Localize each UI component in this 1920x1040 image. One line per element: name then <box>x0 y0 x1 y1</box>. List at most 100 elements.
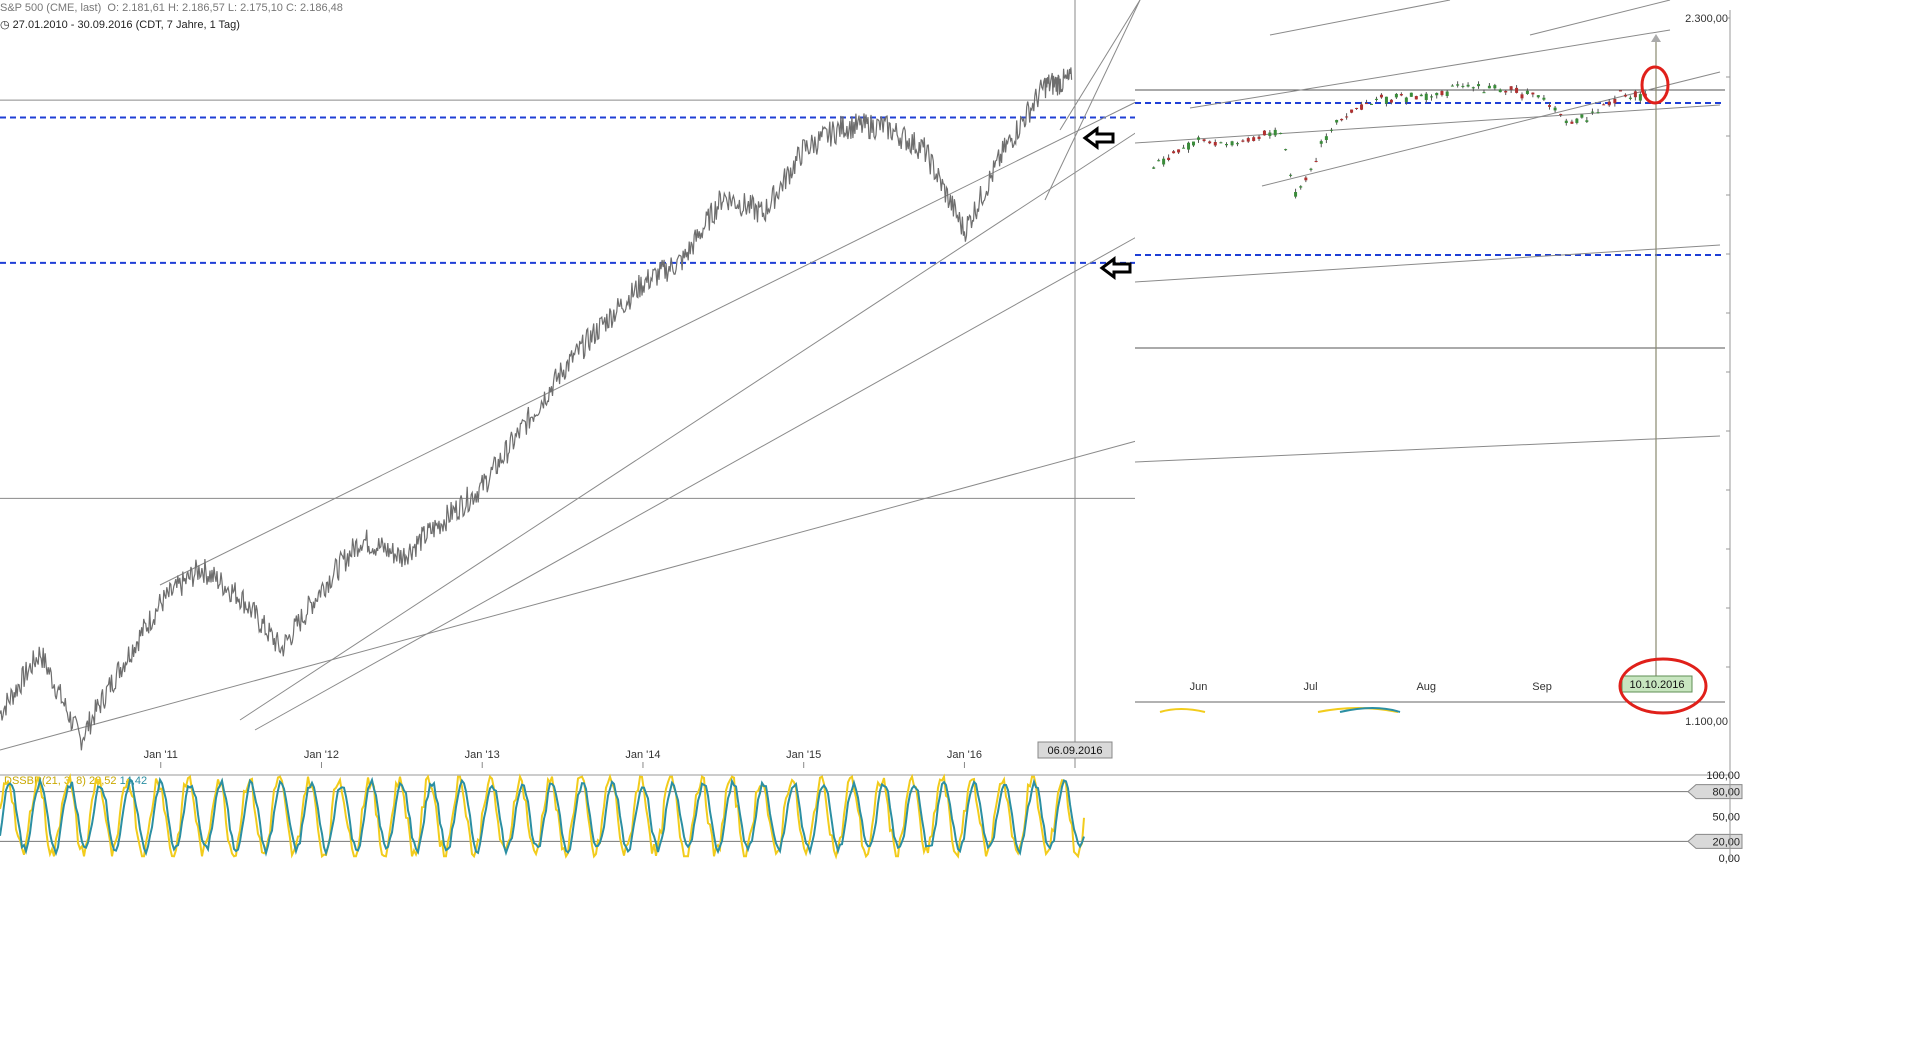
header-ohlc: S&P 500 (CME, last) O: 2.181,61 H: 2.186… <box>0 2 343 14</box>
inset-candle-body <box>1394 93 1398 98</box>
inset-candle-body <box>1246 138 1250 142</box>
inset-trendline-6 <box>1189 29 1671 109</box>
inset-candle-body <box>1319 141 1323 144</box>
inset-candle-body <box>1564 120 1568 124</box>
inset-trendline-0 <box>1134 104 1721 144</box>
inset-candle-body <box>1262 130 1266 136</box>
trendline-2 <box>254 234 1141 731</box>
inset-candle-body <box>1399 94 1403 96</box>
osc-y-tick-label: 80,00 <box>1712 787 1740 799</box>
inset-candle-body <box>1414 96 1418 100</box>
inset-candle-body <box>1531 92 1535 95</box>
inset-candle-body <box>1477 84 1481 87</box>
osc-y-tick-label: 100,00 <box>1706 770 1740 782</box>
main-chart-layer: 06.09.2016 <box>0 0 1141 768</box>
trendline-4 <box>1044 0 1141 201</box>
trendline-1 <box>239 129 1141 721</box>
inset-candle-body <box>1219 142 1223 144</box>
inset-candle-body <box>1602 104 1606 106</box>
inset-candle-body <box>1369 103 1373 105</box>
inset-candle-body <box>1273 129 1277 136</box>
inset-candle-body <box>1585 120 1589 122</box>
red-ellipse-annotation <box>1640 65 1670 105</box>
inset-x-tick-label: Jun <box>1190 681 1208 693</box>
inset-candle-body <box>1182 147 1186 149</box>
inset-candle-body <box>1230 141 1234 146</box>
osc-y-tick-label: 0,00 <box>1719 853 1740 865</box>
x-tick-label: Jan '12 <box>304 749 339 761</box>
crosshair-date: 06.09.2016 <box>1047 745 1102 757</box>
x-tick-label: Jan '11 <box>144 749 178 761</box>
inset-candle-body <box>1235 143 1239 145</box>
inset-candle-body <box>1542 97 1546 100</box>
inset-candle-body <box>1547 105 1551 107</box>
inset-candle-body <box>1607 101 1611 106</box>
trendline-3 <box>0 439 1141 751</box>
inset-candle-body <box>1177 149 1181 153</box>
inset-candle-body <box>1299 186 1303 188</box>
inset-candle-body <box>1623 94 1627 97</box>
axis-layer: Jan '11 Jan '12 Jan '13 Jan '14 Jan '15 Jan '… <box>144 10 1731 860</box>
inset-candle-body <box>1471 87 1475 89</box>
inset-candle-body <box>1515 87 1519 93</box>
inset-candle-body <box>1445 91 1449 96</box>
y-tick-label-top: 2.300,00 <box>1685 13 1728 25</box>
date-range: 27.01.2010 - 30.09.2016 (CDT, 7 Jahre, 1… <box>12 19 240 31</box>
inset-candle-body <box>1360 104 1364 110</box>
inset-candle-body <box>1618 90 1622 92</box>
end-marker-top-arrow <box>1651 34 1661 42</box>
clock-icon: ◷ <box>0 19 10 31</box>
inset-candle-body <box>1279 132 1283 134</box>
inset-candle-body <box>1525 90 1529 94</box>
osc-y-tick-label: 50,00 <box>1712 812 1740 824</box>
inset-candle-body <box>1350 109 1354 113</box>
inset-candle-body <box>1252 137 1256 141</box>
black-left-arrow-icon <box>1099 256 1132 280</box>
inset-candle-body <box>1553 107 1557 111</box>
inset-candle-body <box>1493 85 1497 89</box>
x-tick-label: Jan '13 <box>465 749 500 761</box>
inset-candle-body <box>1268 132 1272 136</box>
y-tick-label-bottom: 1.100,00 <box>1685 716 1728 728</box>
inset-candle-body <box>1389 99 1393 103</box>
crosshair-date-box <box>1037 741 1113 759</box>
inset-candle-body <box>1628 97 1632 99</box>
osc-line-yellow <box>0 773 1085 860</box>
osc-level-box <box>1687 784 1743 800</box>
inset-candle-body <box>1536 95 1540 98</box>
price-line <box>0 67 1073 751</box>
inset-trendline-2 <box>1134 435 1721 463</box>
inset-candle-body <box>1289 174 1293 176</box>
inset-candle-body <box>1482 92 1486 94</box>
instrument-name: S&P 500 (CME, last) <box>0 2 102 14</box>
inset-candle-body <box>1224 143 1228 146</box>
inset-candle-body <box>1429 96 1433 98</box>
header-range: ◷ 27.01.2010 - 30.09.2016 (CDT, 7 Jahre,… <box>0 18 240 31</box>
oscillator-layer: 100,00 80,00 50,00 20,00 0,00 <box>0 770 1743 865</box>
inset-candle-body <box>1613 98 1617 104</box>
inset-candle-body <box>1404 97 1408 102</box>
inset-candle-body <box>1294 192 1298 197</box>
inset-candle-body <box>1365 103 1369 105</box>
inset-candle-body <box>1202 139 1206 141</box>
inset-candle-body <box>1152 167 1156 169</box>
inset-candle-body <box>1575 118 1579 123</box>
inset-candle-body <box>1520 94 1524 99</box>
inset-candle-body <box>1419 94 1423 97</box>
inset-candle-body <box>1208 141 1212 144</box>
inset-candle-body <box>1461 85 1465 87</box>
inset-candle-body <box>1596 112 1600 114</box>
osc-level-box <box>1687 833 1743 849</box>
end-marker-date: 10.10.2016 <box>1629 679 1684 691</box>
inset-candle-body <box>1450 85 1454 87</box>
inset-candle-body <box>1167 157 1171 161</box>
black-left-arrow-icon <box>1082 126 1115 150</box>
inset-candle-body <box>1570 121 1574 124</box>
inset-candle-body <box>1498 89 1502 93</box>
inset-x-tick-label: Aug <box>1416 681 1436 693</box>
inset-chart-layer: Jun Jul Aug Sep 10.10.2016 <box>1134 0 1725 715</box>
inset-candle-body <box>1324 136 1328 141</box>
inset-osc-teal <box>1339 707 1401 713</box>
